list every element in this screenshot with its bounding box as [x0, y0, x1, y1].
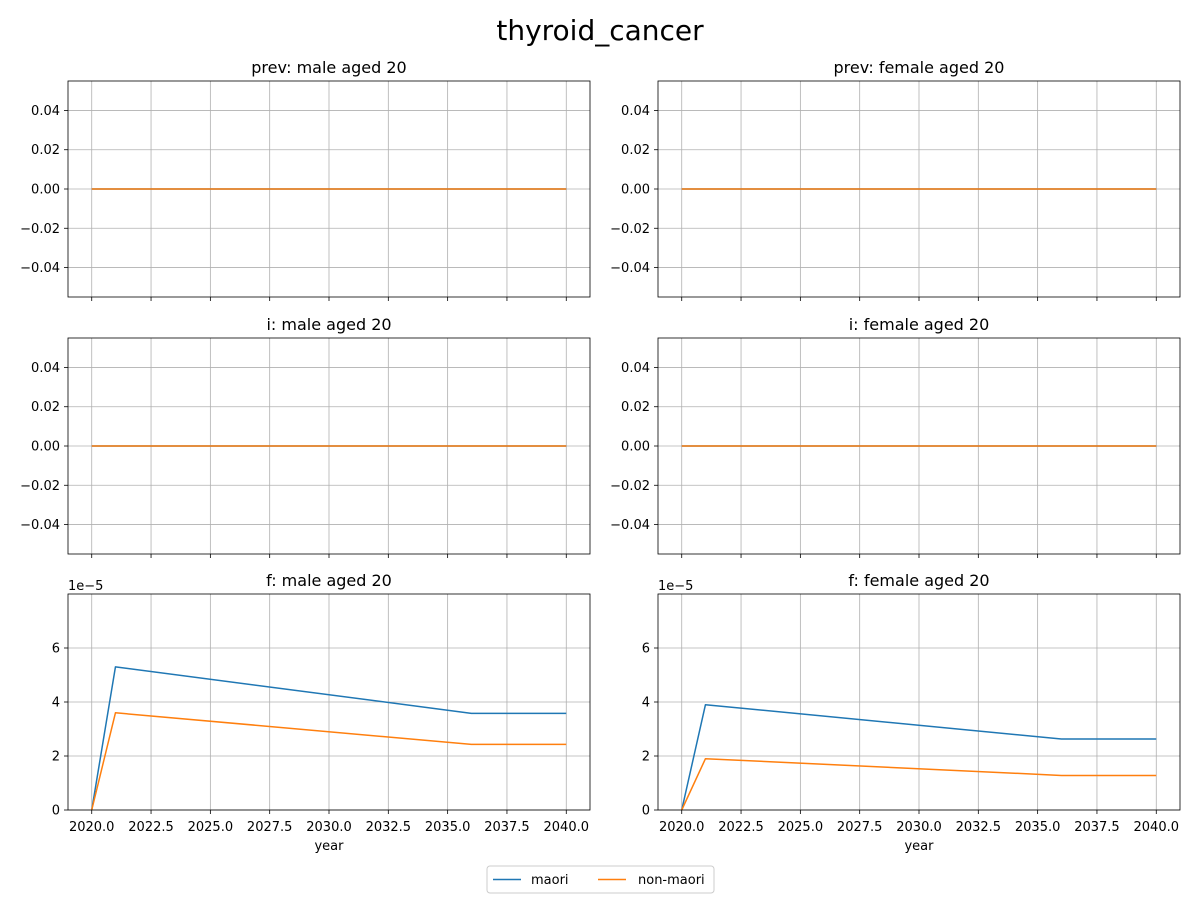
x-tick-label: 2032.5 — [956, 820, 1002, 835]
y-tick-label: 0 — [52, 804, 60, 819]
y-tick-label: −0.04 — [610, 261, 650, 276]
x-axis-label: year — [904, 839, 934, 854]
y-tick-label: 0.00 — [31, 183, 60, 198]
subplot-title: prev: female aged 20 — [834, 58, 1005, 77]
series-line-maori — [90, 666, 567, 811]
y-tick-label: 0.02 — [621, 400, 650, 415]
subplot-title: f: female aged 20 — [848, 571, 989, 590]
x-tick-label: 2040.0 — [544, 820, 590, 835]
x-tick-label: 2020.0 — [659, 820, 705, 835]
x-tick-label: 2035.0 — [425, 820, 471, 835]
figure-title: thyroid_cancer — [496, 14, 704, 47]
y-tick-label: 2 — [52, 750, 60, 765]
subplot-5: 2020.0 2022.5 2025.0 2027.5 2030.0 2032.5 2035… — [642, 571, 1181, 854]
subplot-title: f: male aged 20 — [266, 571, 392, 590]
y-tick-label: 4 — [642, 696, 650, 711]
y-tick-label: −0.02 — [610, 479, 650, 494]
subplot-3: −0.04 −0.02 0.00 0.02 0.04 i: female aged 20 — [610, 315, 1181, 558]
subplot-title: i: female aged 20 — [849, 315, 990, 334]
legend-label-non-maori: non-maori — [638, 873, 705, 888]
x-tick-label: 2027.5 — [247, 820, 293, 835]
series-line-non-maori — [681, 757, 1157, 811]
y-tick-label: 0.00 — [31, 440, 60, 455]
y-tick-label: −0.04 — [20, 261, 60, 276]
x-tick-label: 2032.5 — [366, 820, 412, 835]
series-line-non-maori — [91, 712, 567, 811]
y-tick-label: −0.02 — [20, 222, 60, 237]
y-tick-label: 0.04 — [31, 104, 60, 119]
x-axis-label: year — [314, 839, 344, 854]
y-tick-label: −0.04 — [20, 518, 60, 533]
series-line-maori — [680, 703, 1157, 811]
subplot-1: −0.04 −0.02 0.00 0.02 0.04 prev: female aged … — [610, 58, 1181, 301]
x-tick-label: 2030.0 — [306, 820, 352, 835]
y-tick-label: −0.02 — [610, 222, 650, 237]
y-offset-text: 1e−5 — [68, 579, 103, 594]
x-tick-label: 2040.0 — [1134, 820, 1180, 835]
y-tick-label: 0.04 — [621, 104, 650, 119]
y-tick-label: 0.02 — [31, 143, 60, 158]
x-tick-label: 2037.5 — [484, 820, 530, 835]
y-tick-label: 0.04 — [31, 361, 60, 376]
x-tick-label: 2022.5 — [128, 820, 174, 835]
subplots: −0.04 −0.02 0.00 0.02 0.04 prev: male aged 20… — [20, 58, 1181, 854]
subplot-2: −0.04 −0.02 0.00 0.02 0.04 i: male aged 20 — [20, 315, 591, 558]
y-offset-text: 1e−5 — [658, 579, 693, 594]
x-tick-label: 2020.0 — [69, 820, 115, 835]
y-tick-label: 0.00 — [621, 440, 650, 455]
x-tick-label: 2035.0 — [1015, 820, 1061, 835]
legend-label-maori: maori — [531, 873, 569, 888]
y-tick-label: 6 — [642, 642, 650, 657]
subplot-4: 2020.0 2022.5 2025.0 2027.5 2030.0 2032.5 2035… — [52, 571, 591, 854]
x-tick-label: 2022.5 — [718, 820, 764, 835]
y-tick-label: 6 — [52, 642, 60, 657]
y-tick-label: 4 — [52, 696, 60, 711]
subplot-0: −0.04 −0.02 0.00 0.02 0.04 prev: male aged 20 — [20, 58, 591, 301]
y-tick-label: 0.04 — [621, 361, 650, 376]
x-tick-label: 2025.0 — [778, 820, 824, 835]
subplot-title: i: male aged 20 — [266, 315, 391, 334]
y-tick-label: −0.02 — [20, 479, 60, 494]
legend: maori non-maori — [486, 865, 715, 894]
subplot-title: prev: male aged 20 — [251, 58, 406, 77]
y-tick-label: 0.00 — [621, 183, 650, 198]
x-tick-label: 2025.0 — [188, 820, 234, 835]
y-tick-label: 2 — [642, 750, 650, 765]
x-tick-label: 2030.0 — [896, 820, 942, 835]
y-tick-label: 0 — [642, 804, 650, 819]
x-tick-label: 2027.5 — [837, 820, 883, 835]
y-tick-label: 0.02 — [621, 143, 650, 158]
x-tick-label: 2037.5 — [1074, 820, 1120, 835]
y-tick-label: 0.02 — [31, 400, 60, 415]
y-tick-label: −0.04 — [610, 518, 650, 533]
